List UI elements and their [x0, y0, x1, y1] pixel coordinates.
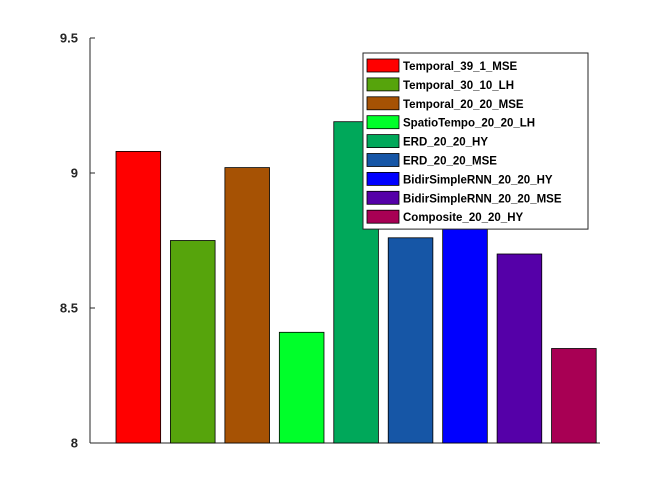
- legend-label: ERD_20_20_MSE: [403, 156, 497, 168]
- legend-label: Temporal_30_10_LH: [403, 80, 514, 92]
- legend-entry: SpatioTempo_20_20_LH: [366, 115, 535, 130]
- legend-label: BidirSimpleRNN_20_20_HY: [403, 174, 553, 186]
- legend-swatch: [366, 96, 400, 111]
- bar-temporal-20-20-mse: [224, 167, 270, 444]
- y-tick-label: 9.5: [60, 31, 78, 46]
- bar-bidirsimplernn-20-20-mse: [496, 253, 543, 444]
- bar-bidirsimplernn-20-20-hy: [442, 202, 488, 444]
- y-tick-label: 8: [71, 436, 78, 451]
- legend-label: Composite_20_20_HY: [403, 212, 523, 224]
- legend-swatch: [366, 134, 400, 149]
- bar-spatiotempo-20-20-lh: [278, 331, 325, 444]
- bar-erd-20-20-mse: [387, 237, 434, 444]
- legend-entry: Temporal_20_20_MSE: [366, 96, 524, 111]
- legend-entry: Temporal_39_1_MSE: [366, 58, 518, 73]
- y-tick-label: 8.5: [60, 301, 78, 316]
- legend-swatch: [366, 77, 400, 92]
- legend-entry: ERD_20_20_HY: [366, 134, 488, 149]
- legend-swatch: [366, 171, 400, 186]
- bar-temporal-30-10-lh: [170, 240, 216, 444]
- bar-temporal-39-1-mse: [115, 150, 162, 444]
- legend-label: BidirSimpleRNN_20_20_MSE: [403, 193, 562, 205]
- legend-entry: BidirSimpleRNN_20_20_MSE: [366, 190, 562, 205]
- legend-swatch: [366, 153, 400, 167]
- legend-label: Temporal_20_20_MSE: [403, 99, 524, 111]
- legend: Temporal_39_1_MSE Temporal_30_10_LH Tempor…: [362, 52, 589, 230]
- legend-entry: ERD_20_20_MSE: [366, 153, 497, 168]
- legend-entry: Composite_20_20_HY: [366, 209, 523, 224]
- legend-box: [362, 52, 589, 230]
- legend-label: SpatioTempo_20_20_LH: [403, 118, 535, 130]
- legend-entry: BidirSimpleRNN_20_20_HY: [366, 171, 553, 186]
- legend-entry: Temporal_30_10_LH: [366, 77, 514, 92]
- legend-swatch: [366, 209, 400, 224]
- y-tick-label: 9: [71, 166, 78, 181]
- bar-composite-20-20-hy: [551, 348, 597, 444]
- legend-swatch: [366, 190, 400, 205]
- bars: [115, 121, 597, 444]
- legend-label: ERD_20_20_HY: [403, 137, 488, 149]
- legend-label: Temporal_39_1_MSE: [403, 61, 518, 73]
- legend-swatch: [366, 58, 400, 73]
- legend-swatch: [366, 115, 400, 130]
